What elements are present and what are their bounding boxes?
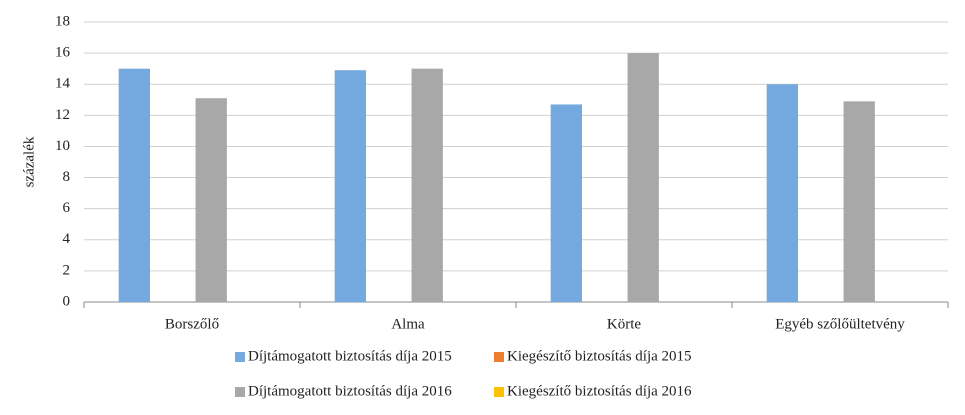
bar [334, 70, 366, 302]
legend-label: Kiegészítő biztosítás díja 2015 [507, 348, 692, 364]
y-tick-label: 4 [63, 231, 71, 247]
y-tick-label: 14 [55, 76, 71, 92]
bar [843, 101, 875, 302]
bar [411, 68, 443, 303]
legend-label: Díjtámogatott biztosítás díja 2016 [248, 383, 452, 399]
bar [550, 104, 582, 302]
y-tick-label: 6 [63, 200, 71, 216]
legend-swatch [494, 387, 504, 397]
y-tick-label: 8 [63, 169, 71, 185]
bar [627, 53, 659, 302]
x-tick-label: Alma [391, 316, 425, 332]
bar [118, 68, 150, 303]
y-tick-label: 12 [55, 107, 70, 123]
y-tick-label: 18 [55, 13, 70, 29]
x-tick-label: Körte [607, 316, 641, 332]
y-tick-label: 10 [55, 138, 70, 154]
legend-swatch [235, 352, 245, 362]
bar [195, 98, 227, 302]
legend-swatch [494, 352, 504, 362]
bar [766, 84, 798, 302]
y-axis-label: százalék [21, 136, 37, 187]
legend-label: Kiegészítő biztosítás díja 2016 [507, 383, 692, 399]
y-tick-label: 2 [63, 262, 71, 278]
x-tick-label: Borszőlő [165, 316, 219, 332]
legend-swatch [235, 387, 245, 397]
x-tick-label: Egyéb szőlőültetvény [775, 316, 905, 332]
legend-label: Díjtámogatott biztosítás díja 2015 [248, 348, 452, 364]
y-tick-label: 0 [63, 293, 71, 309]
y-tick-label: 16 [55, 45, 71, 61]
